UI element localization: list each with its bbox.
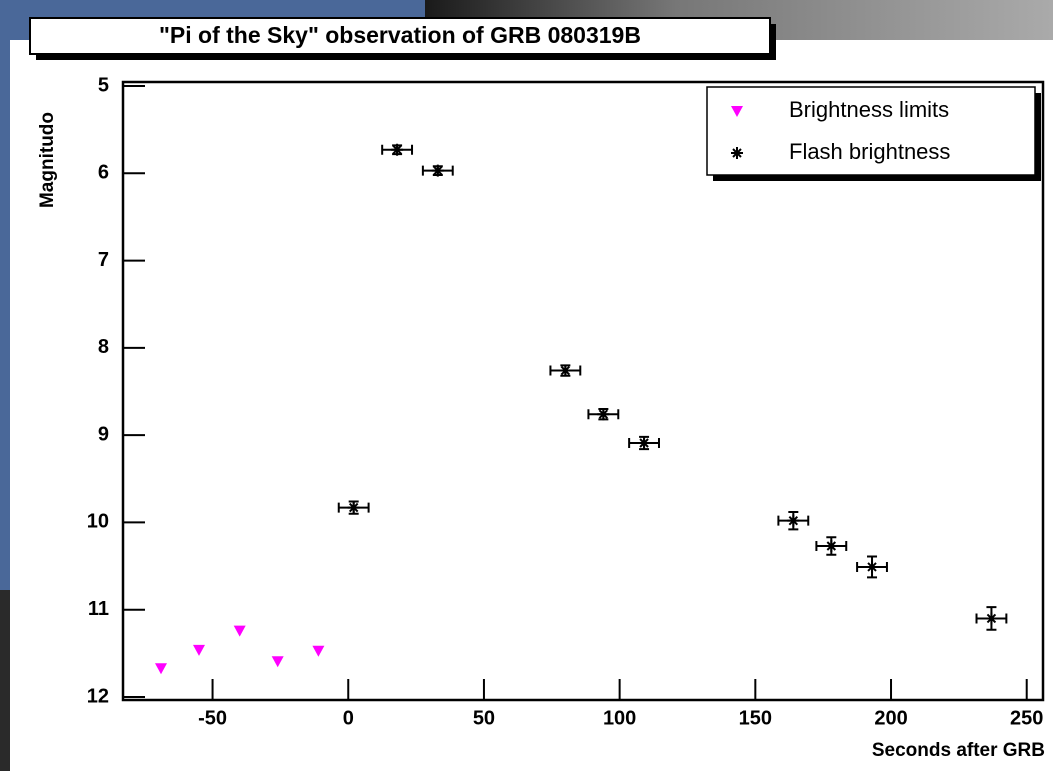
data-point (787, 514, 800, 527)
data-point (985, 612, 998, 625)
x-tick-label: 50 (473, 707, 495, 729)
data-point (825, 539, 838, 552)
data-point (731, 147, 743, 159)
y-tick-label: 5 (98, 74, 109, 96)
side-strip (0, 590, 10, 771)
data-point (391, 143, 404, 156)
x-tick-label: 100 (603, 707, 636, 729)
limit-marker (233, 625, 246, 637)
data-point (559, 364, 572, 377)
x-tick-label: -50 (198, 707, 227, 729)
x-tick-label: 200 (874, 707, 907, 729)
limit-marker (271, 656, 284, 668)
limit-marker (731, 106, 743, 117)
y-tick-label: 11 (88, 598, 109, 620)
y-tick-label: 8 (98, 336, 109, 358)
data-point (597, 408, 610, 421)
title-box (29, 17, 771, 55)
data-point (347, 501, 360, 514)
y-axis-label: Magnitudo (37, 112, 58, 208)
y-tick-label: 9 (98, 423, 109, 445)
x-tick-label: 0 (343, 707, 354, 729)
data-point (638, 436, 651, 449)
chart-title: "Pi of the Sky" observation of GRB 08031… (159, 22, 641, 48)
legend (706, 86, 1036, 176)
x-tick-label: 250 (1010, 707, 1043, 729)
legend-label: Flash brightness (789, 139, 950, 164)
limit-marker (154, 663, 167, 675)
limit-marker (312, 645, 325, 657)
limit-marker (192, 644, 205, 656)
legend-label: Brightness limits (789, 97, 949, 122)
y-tick-label: 6 (98, 162, 109, 184)
y-tick-label: 10 (87, 511, 109, 533)
y-tick-label: 7 (98, 249, 109, 271)
data-point (431, 164, 444, 177)
plot-frame (121, 80, 1045, 702)
y-tick-label: 12 (87, 685, 109, 707)
x-axis-label: Seconds after GRB (872, 740, 1045, 761)
data-point (866, 560, 879, 573)
x-tick-label: 150 (739, 707, 772, 729)
